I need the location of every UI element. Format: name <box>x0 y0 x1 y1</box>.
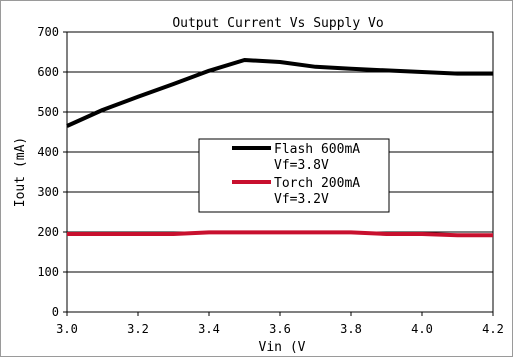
y-tick-label: 500 <box>37 105 59 119</box>
legend-entry-torch-vf: Vf=3.2V <box>274 192 329 207</box>
x-axis-label: Vin (V <box>259 340 306 355</box>
y-tick-label: 100 <box>37 265 59 279</box>
legend-entry-flash-vf: Vf=3.8V <box>274 158 329 173</box>
legend-entry-flash: Flash 600mA <box>274 142 360 157</box>
y-tick-label: 600 <box>37 65 59 79</box>
legend: Flash 600mA Vf=3.8V Torch 200mA Vf=3.2V <box>198 138 390 213</box>
y-axis-label: Iout (mA) <box>13 137 28 207</box>
x-axis-ticks: 3.0 3.2 3.4 3.6 3.8 4.0 4.2 <box>56 312 504 336</box>
y-tick-label: 400 <box>37 145 59 159</box>
y-tick-label: 0 <box>52 305 59 319</box>
x-tick-label: 3.6 <box>269 322 291 336</box>
x-tick-label: 4.0 <box>411 322 433 336</box>
y-axis-ticks: 0 100 200 300 400 500 600 700 <box>37 25 67 319</box>
y-tick-label: 300 <box>37 185 59 199</box>
y-tick-label: 200 <box>37 225 59 239</box>
x-tick-label: 3.2 <box>127 322 149 336</box>
legend-entry-torch: Torch 200mA <box>274 176 360 191</box>
x-tick-label: 3.4 <box>198 322 220 336</box>
plot-area-border <box>66 31 494 313</box>
x-tick-label: 3.0 <box>56 322 78 336</box>
series-line-1 <box>67 230 493 238</box>
y-tick-label: 700 <box>37 25 59 39</box>
chart-title: Output Current Vs Supply Vo <box>172 16 383 31</box>
legend-box <box>198 138 390 213</box>
x-tick-label: 4.2 <box>482 322 504 336</box>
x-tick-label: 3.8 <box>340 322 362 336</box>
series-lines <box>66 58 493 238</box>
series-line-0 <box>66 58 493 128</box>
